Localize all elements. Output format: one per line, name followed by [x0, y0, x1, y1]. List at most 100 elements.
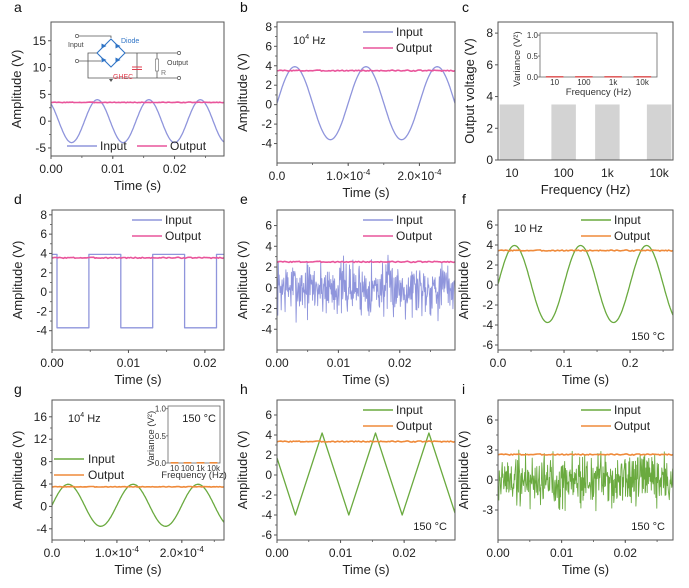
bar — [499, 104, 525, 160]
x-tick-label: 0.02 — [614, 546, 638, 560]
y-tick-label: 6 — [486, 413, 493, 427]
series-line-output — [498, 249, 673, 252]
annot-unit: Hz — [84, 413, 101, 425]
inset-y-axis-title: Variance (V²) — [146, 411, 157, 466]
frequency-annotation: 10 Hz — [514, 223, 543, 235]
wire — [79, 35, 112, 38]
x-axis-title: Time (s) — [114, 372, 161, 387]
y-tick-label: -2 — [261, 488, 272, 502]
legend-label-input: Input — [396, 403, 423, 417]
series-line-output — [277, 260, 455, 264]
x-axis-title: Time (s) — [342, 562, 389, 577]
y-tick-label: 0 — [39, 114, 46, 128]
x-tick-label: 0.0 — [44, 546, 61, 560]
legend-label-output: Output — [614, 229, 651, 243]
legend-label-input: Input — [100, 139, 127, 153]
y-tick-label: -3 — [482, 503, 493, 517]
y-tick-label: 8 — [40, 208, 47, 222]
circuit-label-diode: Diode — [121, 38, 139, 45]
panel-label: g — [14, 381, 22, 397]
tick-mantissa: 2.0×10 — [397, 169, 434, 183]
inset-x-tick-label: 10k — [636, 78, 650, 87]
series-line-output — [498, 453, 673, 456]
diode-icon — [115, 43, 121, 49]
y-tick-label: -4 — [261, 508, 272, 522]
y-tick-label: -5 — [35, 141, 46, 155]
panel-label: h — [240, 381, 248, 397]
temperature-annotation: 150 °C — [631, 331, 665, 343]
plot-frame — [276, 21, 456, 164]
inset-x-tick-label: 1k — [609, 78, 618, 87]
x-tick-label: 0.1 — [556, 356, 573, 370]
inset-x-axis-title: Frequency (Hz) — [566, 87, 631, 98]
panel-e: e -4 -2 0 2 4 6 0.00 0.01 0.02 Time (s) Amplitude (… — [235, 191, 456, 387]
panel-label: i — [462, 381, 465, 397]
x-axis-title: Time (s) — [562, 372, 609, 387]
inset-bar — [183, 462, 192, 464]
inset-bar — [575, 76, 593, 78]
x-tick-label: 10k — [649, 166, 669, 180]
inset-frame — [167, 405, 221, 464]
x-tick-label: 0.00 — [39, 162, 63, 176]
plot-frame — [276, 399, 456, 541]
x-tick-label: 0.01 — [550, 546, 574, 560]
plot-frame — [276, 209, 456, 351]
y-tick-label: 6 — [40, 227, 47, 241]
circuit-label-resistor: R — [161, 70, 166, 77]
diode-icon — [101, 57, 107, 63]
y-tick-label: -4 — [261, 322, 272, 336]
inset-x-tick-label: 100 — [181, 464, 195, 473]
circuit-label-output: Output — [167, 60, 188, 67]
diode-icon — [115, 57, 121, 63]
panel-d: d -4 -2 0 2 4 6 8 0.00 0.01 0.02 Time (s) Amplitude … — [10, 191, 225, 387]
legend-label-input: Input — [614, 403, 641, 417]
x-tick-label: 0.01 — [117, 356, 141, 370]
wire — [87, 52, 177, 79]
y-tick-label: 5 — [39, 87, 46, 101]
y-axis-title: Amplitude (V) — [456, 241, 471, 320]
ground-icon — [109, 79, 113, 82]
y-tick-label: -6 — [261, 528, 272, 542]
y-axis-title: Output voltage (V) — [462, 38, 477, 144]
inset-y-tick-label: 0.0 — [155, 459, 167, 468]
legend-label-input: Input — [88, 452, 115, 466]
inset-chart: 10 100 1k 10k 0.0 0.5 1.0 Frequency (Hz) Varianc… — [512, 31, 658, 98]
y-tick-label: 0 — [40, 285, 47, 299]
legend-label-input: Input — [614, 213, 641, 227]
series-line-input — [277, 254, 455, 323]
terminal — [75, 59, 79, 63]
series-line-input — [51, 99, 224, 144]
tick-exponent: -4 — [363, 168, 371, 177]
y-tick-label: -2 — [261, 302, 272, 316]
series-line-output — [52, 485, 224, 488]
y-axis-title: Amplitude (V) — [9, 50, 24, 129]
legend-label-output: Output — [170, 139, 207, 153]
series-line-output — [51, 101, 224, 104]
inset-x-axis-title: Frequency (Hz) — [161, 470, 226, 481]
annot-base: 10 — [293, 35, 305, 47]
inset-bar — [209, 462, 218, 464]
y-axis-title: Amplitude (V) — [235, 431, 250, 510]
y-axis-title: Amplitude (V) — [10, 241, 25, 320]
inset-x-tick-label: 10 — [170, 464, 179, 473]
series-line-output — [52, 256, 224, 260]
y-tick-label: 4 — [40, 477, 47, 491]
inset-frame — [539, 32, 658, 78]
y-tick-label: 16 — [34, 410, 48, 424]
inset-temperature-annotation: 150 °C — [182, 413, 216, 425]
temperature-annotation: 150 °C — [631, 521, 665, 533]
legend-label-output: Output — [396, 419, 433, 433]
x-tick-label: 1.0×10-4 — [326, 168, 371, 183]
x-tick-label: 0.01 — [101, 162, 125, 176]
x-tick-label: 0.00 — [265, 356, 289, 370]
series-line-input — [277, 432, 455, 516]
frequency-annotation: 104 Hz — [293, 34, 326, 47]
y-tick-label: 8 — [265, 20, 272, 34]
legend-label-output: Output — [88, 468, 125, 482]
y-tick-label: 6 — [486, 58, 493, 72]
x-tick-label: 0.0 — [490, 356, 507, 370]
